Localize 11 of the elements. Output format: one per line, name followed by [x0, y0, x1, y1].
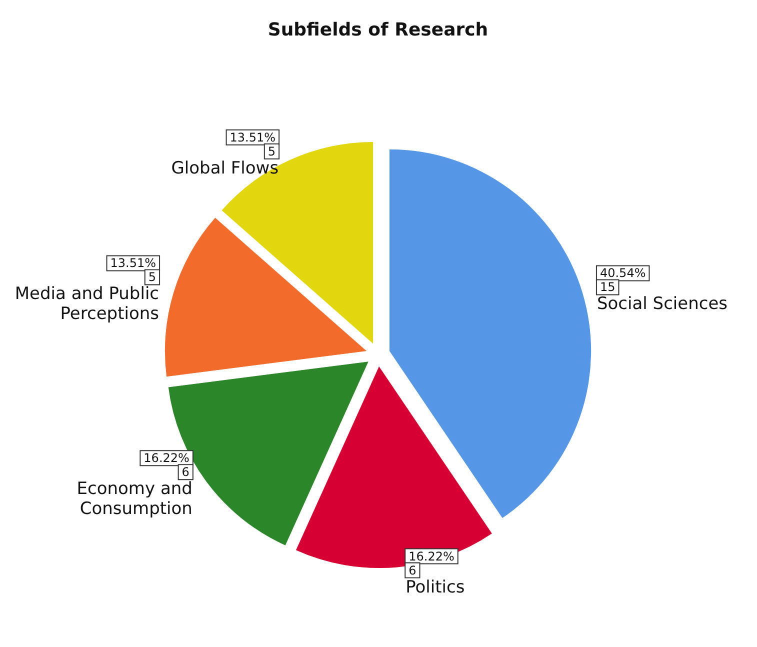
slice-label: Social Sciences — [596, 294, 728, 314]
data-label: 13.51% 5 — [230, 130, 276, 158]
chart-title: Subfields of Research — [268, 20, 488, 40]
data-label: 16.22% 6 — [144, 451, 190, 480]
slice-label: Global Flows — [171, 158, 279, 178]
slice-label: Economy and Consumption — [76, 479, 192, 520]
slice-label: Media and Public Perceptions — [14, 284, 160, 324]
data-label: 16.22% 6 — [408, 549, 454, 578]
data-label: 40.54% 15 — [600, 266, 646, 294]
data-label: 13.51% 5 — [110, 256, 156, 284]
slice-label: Politics — [406, 577, 465, 598]
